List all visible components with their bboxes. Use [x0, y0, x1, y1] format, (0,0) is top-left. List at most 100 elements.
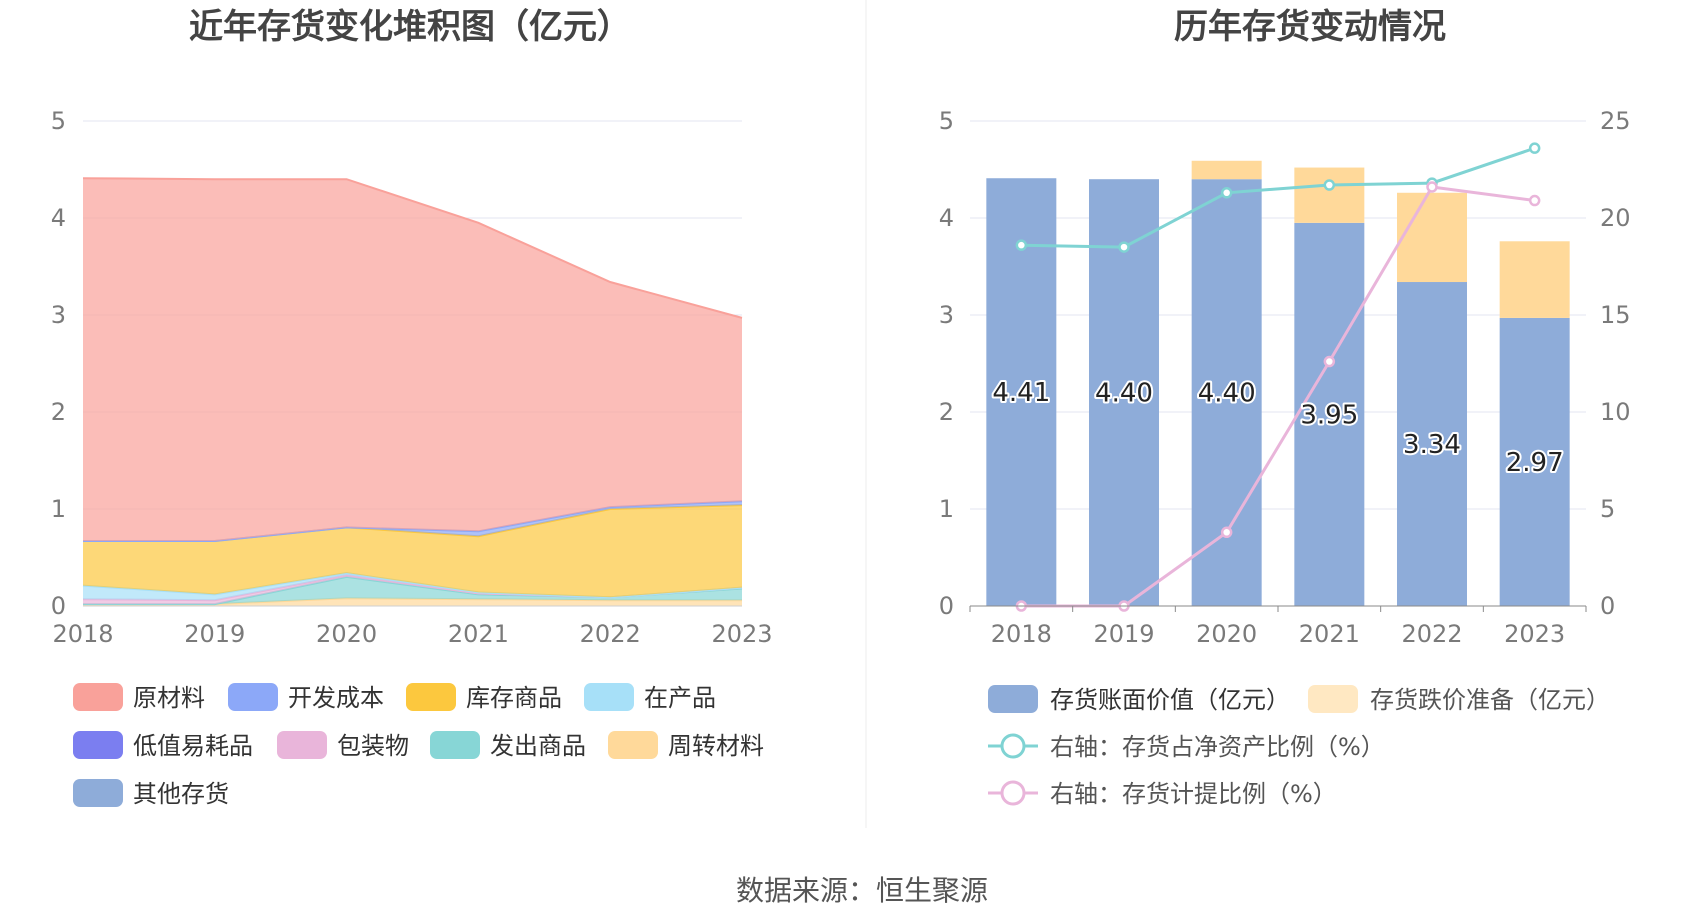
- left-legend-item[interactable]: 周转材料: [608, 731, 764, 760]
- left-legend-item[interactable]: 其他存货: [73, 779, 229, 808]
- right-y2-tick: 10: [1600, 398, 1631, 426]
- legend-label: 库存商品: [466, 684, 562, 712]
- left-x-tick: 2019: [184, 620, 245, 648]
- legend-swatch: [73, 683, 123, 711]
- right-bars: [986, 160, 1570, 607]
- right-y2-tick: 15: [1600, 301, 1631, 329]
- legend-label: 右轴：存货占净资产比例（%）: [1050, 733, 1385, 761]
- bar-provision: [1294, 167, 1365, 223]
- right-legend: 存货账面价值（亿元） 存货跌价准备（亿元） 右轴：存货占净资产比例（%） 右轴：存货计…: [988, 685, 1610, 808]
- area-edge-原材料: [82, 177, 743, 319]
- data-source: 数据来源：恒生聚源: [736, 874, 988, 907]
- bar-book-value: [1499, 317, 1570, 606]
- right-y2-tick: 25: [1600, 107, 1631, 135]
- left-y-tick: 1: [51, 495, 66, 523]
- left-x-tick: 2020: [316, 620, 377, 648]
- legend-label: 其他存货: [133, 780, 229, 808]
- bar-book-value: [1294, 222, 1365, 606]
- bar-value-label: 2.97: [1506, 448, 1564, 478]
- bar-value-label: 3.95: [1300, 400, 1358, 430]
- right-grid: [970, 120, 1586, 510]
- line-point: [1528, 194, 1541, 207]
- legend-label: 原材料: [133, 684, 205, 712]
- right-x-tick: 2018: [991, 620, 1052, 648]
- legend-marker: [1000, 780, 1026, 806]
- left-legend-item[interactable]: 库存商品: [406, 683, 562, 712]
- bar-line-chart: 历年存货变动情况 4.41 4.40 4.40 3.95 3.34 2.97 0 1 2 3 4 5…: [939, 7, 1631, 808]
- line-point: [1528, 142, 1541, 154]
- legend-swatch: [277, 731, 327, 759]
- left-axes: 0 1 2 3 4 5 2018 2019 2020 2021 2022 2023: [51, 107, 773, 648]
- left-y-tick: 3: [51, 301, 66, 329]
- line-point: [1220, 526, 1233, 539]
- line-point: [1015, 239, 1028, 251]
- left-chart-title: 近年存货变化堆积图（亿元）: [189, 7, 631, 47]
- bar-book-value: [1397, 282, 1467, 606]
- right-y2-tick: 20: [1600, 204, 1631, 232]
- right-y-tick: 5: [939, 107, 954, 135]
- left-legend-item[interactable]: 发出商品: [430, 731, 586, 760]
- legend-label: 包装物: [337, 732, 409, 760]
- legend-label: 存货跌价准备（亿元）: [1370, 686, 1610, 714]
- left-y-tick: 5: [51, 107, 66, 135]
- right-x-tick: 2020: [1196, 620, 1257, 648]
- right-x-tick: 2023: [1504, 620, 1565, 648]
- legend-swatch: [430, 731, 480, 759]
- legend-swatch: [228, 683, 278, 711]
- right-legend-item[interactable]: 右轴：存货计提比例（%）: [988, 780, 1337, 808]
- bar-provision: [1499, 241, 1570, 318]
- legend-swatch: [1308, 685, 1358, 713]
- right-chart-title: 历年存货变动情况: [1174, 7, 1446, 47]
- left-x-tick: 2022: [580, 620, 641, 648]
- legend-label: 在产品: [644, 684, 716, 712]
- legend-label: 开发成本: [288, 684, 384, 712]
- bar-value-label: 4.40: [1198, 379, 1256, 409]
- legend-label: 存货账面价值（亿元）: [1050, 686, 1290, 714]
- right-axes: 0 1 2 3 4 5 0 5 10 15 20 25 2018 2019 2020 2021 2022 2023: [939, 107, 1631, 648]
- bar-value-label: 4.41: [992, 378, 1050, 408]
- right-y-tick: 0: [939, 592, 954, 620]
- area-在产品: [83, 573, 742, 601]
- right-lines: [1015, 142, 1541, 612]
- right-x-tick: 2021: [1299, 620, 1360, 648]
- legend-swatch: [406, 683, 456, 711]
- legend-swatch: [584, 683, 634, 711]
- right-y2-tick: 5: [1600, 495, 1615, 523]
- left-y-tick: 0: [51, 592, 66, 620]
- bar-provision: [1397, 192, 1467, 283]
- left-legend-item[interactable]: 在产品: [584, 683, 716, 712]
- bar-value-label: 4.40: [1095, 379, 1153, 409]
- line-point: [1220, 187, 1233, 199]
- stacked-area-chart: 近年存货变化堆积图（亿元） 0 1 2 3 4 5 2018 2019 2020 2021 2022…: [51, 7, 773, 808]
- left-x-tick: 2023: [711, 620, 772, 648]
- left-legend-item[interactable]: 包装物: [277, 731, 409, 760]
- right-y-tick: 1: [939, 495, 954, 523]
- area-库存商品: [83, 505, 742, 598]
- legend-swatch: [988, 685, 1038, 713]
- right-legend-item[interactable]: 存货跌价准备（亿元）: [1308, 685, 1610, 714]
- area-开发成本: [83, 501, 742, 541]
- right-y-tick: 3: [939, 301, 954, 329]
- right-legend-item[interactable]: 存货账面价值（亿元）: [988, 685, 1290, 714]
- left-legend-item[interactable]: 原材料: [73, 683, 205, 712]
- line-point: [1323, 355, 1336, 368]
- area-包装物: [83, 575, 742, 605]
- left-x-tick: 2018: [52, 620, 113, 648]
- left-areas: [82, 177, 743, 606]
- line-point: [1426, 181, 1438, 193]
- legend-label: 周转材料: [668, 732, 764, 760]
- right-legend-item[interactable]: 右轴：存货占净资产比例（%）: [988, 733, 1385, 761]
- area-原材料: [83, 178, 742, 541]
- left-x-tick: 2021: [448, 620, 509, 648]
- left-legend-item[interactable]: 低值易耗品: [73, 731, 253, 760]
- left-legend-item[interactable]: 开发成本: [228, 683, 384, 712]
- right-x-tick: 2019: [1093, 620, 1154, 648]
- line-point: [1323, 179, 1336, 191]
- legend-marker: [1000, 733, 1026, 759]
- right-y-tick: 2: [939, 398, 954, 426]
- right-x-tick: 2022: [1401, 620, 1462, 648]
- line-net-asset-ratio: [1021, 146, 1536, 249]
- legend-swatch: [73, 731, 123, 759]
- legend-swatch: [73, 779, 123, 807]
